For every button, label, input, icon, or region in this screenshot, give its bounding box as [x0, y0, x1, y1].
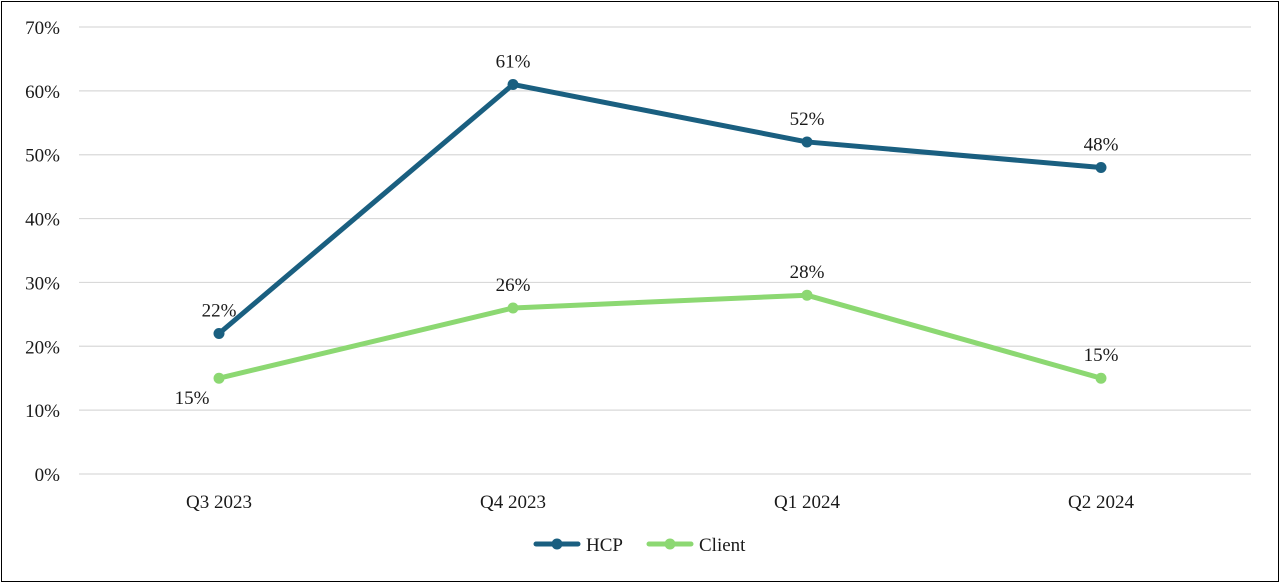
data-label-hcp: 61%	[496, 51, 531, 72]
y-tick-label: 0%	[35, 465, 61, 486]
y-tick-label: 50%	[25, 146, 60, 167]
data-point-hcp	[1095, 161, 1107, 173]
gridlines	[79, 26, 1251, 475]
legend: HCP Client	[533, 535, 746, 556]
data-labels: 22% 61% 52% 48% 15% 26% 28% 15%	[175, 51, 1119, 409]
x-category-label: Q2 2024	[1068, 492, 1134, 513]
y-tick-label: 20%	[25, 337, 60, 358]
series-lines	[213, 78, 1107, 384]
y-tick-label: 40%	[25, 210, 60, 231]
data-point-client	[1095, 372, 1107, 384]
data-label-client: 26%	[496, 275, 531, 296]
data-label-hcp: 48%	[1084, 134, 1119, 155]
legend-marker-hcp	[551, 538, 563, 550]
x-category-label: Q1 2024	[774, 492, 840, 513]
data-point-hcp	[213, 328, 225, 340]
series-line-client	[216, 292, 1104, 381]
data-label-client: 15%	[1084, 345, 1119, 366]
legend-marker-client	[664, 538, 676, 550]
x-axis-categories: Q3 2023 Q4 2023 Q1 2024 Q2 2024	[186, 492, 1134, 513]
data-point-client	[213, 372, 225, 384]
legend-label-client: Client	[699, 535, 746, 556]
data-label-client: 28%	[790, 262, 825, 283]
y-tick-label: 70%	[25, 18, 60, 39]
series-line-hcp	[216, 81, 1104, 337]
data-point-hcp	[507, 78, 519, 90]
y-axis-ticks: 0% 10% 20% 30% 40% 50% 60% 70%	[25, 18, 60, 486]
x-category-label: Q4 2023	[480, 492, 546, 513]
data-point-client	[507, 302, 519, 314]
data-point-client	[801, 289, 813, 301]
x-category-label: Q3 2023	[186, 492, 252, 513]
data-label-hcp: 52%	[790, 109, 825, 130]
legend-label-hcp: HCP	[586, 535, 623, 556]
y-tick-label: 30%	[25, 273, 60, 294]
y-tick-label: 60%	[25, 82, 60, 103]
data-point-hcp	[801, 136, 813, 148]
data-label-hcp: 22%	[202, 301, 237, 322]
data-label-client: 15%	[175, 388, 210, 409]
y-tick-label: 10%	[25, 401, 60, 422]
